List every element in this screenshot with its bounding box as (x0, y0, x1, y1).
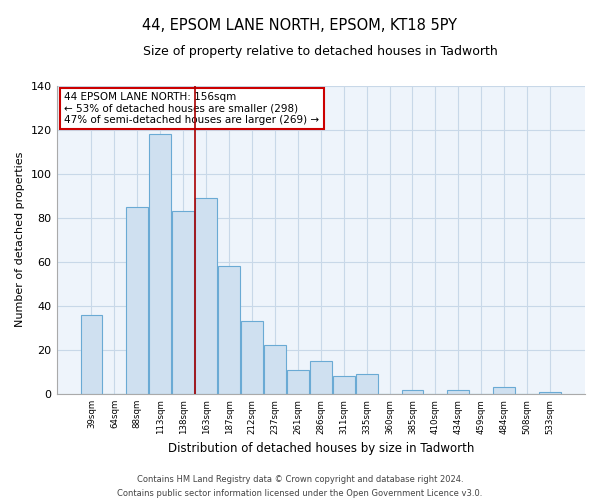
Bar (493, 388, 515, 394)
Bar (539, 392, 561, 394)
Bar (241, 321, 263, 394)
Text: 44, EPSOM LANE NORTH, EPSOM, KT18 5PY: 44, EPSOM LANE NORTH, EPSOM, KT18 5PY (143, 18, 458, 32)
Bar (310, 361, 332, 394)
Bar (127, 206, 148, 394)
Bar (333, 376, 355, 394)
Text: Contains HM Land Registry data © Crown copyright and database right 2024.
Contai: Contains HM Land Registry data © Crown c… (118, 476, 482, 498)
Y-axis label: Number of detached properties: Number of detached properties (15, 152, 25, 328)
Bar (287, 370, 309, 394)
X-axis label: Distribution of detached houses by size in Tadworth: Distribution of detached houses by size … (167, 442, 474, 455)
Bar (218, 266, 240, 394)
Title: Size of property relative to detached houses in Tadworth: Size of property relative to detached ho… (143, 45, 498, 58)
Bar (448, 390, 469, 394)
Bar (356, 374, 377, 394)
Bar (172, 211, 194, 394)
Bar (195, 198, 217, 394)
Bar (264, 346, 286, 394)
Text: 44 EPSOM LANE NORTH: 156sqm
← 53% of detached houses are smaller (298)
47% of se: 44 EPSOM LANE NORTH: 156sqm ← 53% of det… (64, 92, 320, 125)
Bar (401, 390, 424, 394)
Bar (149, 134, 171, 394)
Bar (80, 314, 103, 394)
